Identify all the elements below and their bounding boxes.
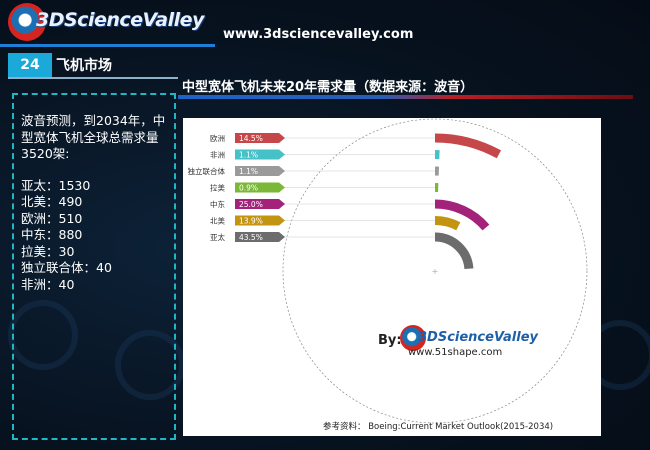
stat-north-america: 北美：490: [21, 194, 83, 209]
attribution-url: www.51shape.com: [408, 347, 503, 358]
reference-note: 参考资料： Boeing:Current Market Outlook(2015…: [323, 422, 554, 432]
section-divider: [8, 77, 178, 79]
category-label-6: 亚太: [210, 232, 225, 242]
radial-bar-0: [434, 133, 502, 159]
value-tag-3: [235, 182, 285, 193]
attribution-logo-icon: [400, 325, 426, 351]
title-divider: [178, 95, 633, 99]
stat-africa: 非洲：40: [21, 276, 75, 292]
radial-bar-6: [434, 232, 474, 270]
chart-card: + 欧洲 14.5% 非洲 1.1% 独立联合体 1.1% 拉美 0.9% 中东 25.0% 北美 13…: [183, 118, 601, 436]
value-tag-4: [235, 199, 285, 209]
category-label-0: 欧洲: [210, 133, 225, 143]
chart-guide-circle: [282, 118, 588, 424]
category-label-3: 拉美: [210, 183, 225, 193]
brand-logo: 3DScienceValley: [8, 3, 204, 41]
value-tag-1: [235, 149, 285, 160]
value-label-0: 14.5%: [239, 134, 263, 143]
brand-logo-text: 3DScienceValley: [36, 9, 204, 31]
value-tag-0: [235, 133, 285, 143]
by-label: By:: [378, 333, 402, 348]
value-tag-2: [235, 166, 285, 176]
stat-cis: 独立联合体：40: [21, 260, 112, 275]
stat-latin-america: 拉美：30: [21, 243, 75, 259]
value-label-6: 43.5%: [239, 233, 263, 242]
value-label-5: 13.9%: [239, 217, 263, 226]
chart-title: 中型宽体飞机未来20年需求量（数据来源：波音）: [182, 80, 474, 95]
stat-europe: 欧洲：510: [21, 210, 83, 226]
header-divider: [0, 44, 215, 47]
watermark-logo: [8, 300, 78, 370]
summary-intro: 波音预测，到2034年，中型宽体飞机全球总需求量3520架:: [21, 113, 166, 161]
site-url: www.3dsciencevalley.com: [223, 27, 414, 42]
category-label-4: 中东: [210, 199, 225, 209]
section-title: 飞机市场: [56, 58, 112, 74]
value-label-1: 1.1%: [239, 151, 258, 160]
value-label-4: 25.0%: [239, 200, 263, 209]
category-label-5: 北美: [210, 216, 225, 226]
radial-bar-4: [434, 199, 490, 231]
value-tag-6: [235, 232, 285, 242]
value-label-3: 0.9%: [239, 184, 258, 193]
summary-panel: 波音预测，到2034年，中型宽体飞机全球总需求量3520架: 亚太：1530 北…: [12, 93, 176, 440]
stat-middle-east: 中东：880: [21, 227, 83, 242]
category-label-1: 非洲: [210, 150, 225, 160]
brand-logo-icon: [8, 3, 46, 41]
radial-bar-5: [434, 216, 461, 231]
chart-center-mark: +: [432, 267, 439, 276]
category-label-2: 独立联合体: [188, 166, 226, 176]
value-label-2: 1.1%: [239, 167, 258, 176]
attribution-logo-text: 3DScienceValley: [418, 330, 538, 345]
value-tag-5: [235, 215, 285, 226]
radial-bar-chart: + 欧洲 14.5% 非洲 1.1% 独立联合体 1.1% 拉美 0.9% 中东 25.0% 北美 13…: [188, 118, 588, 424]
watermark-logo: [115, 330, 185, 400]
stat-asia-pacific: 亚太：1530: [21, 177, 91, 193]
section-number: 24: [8, 53, 52, 77]
